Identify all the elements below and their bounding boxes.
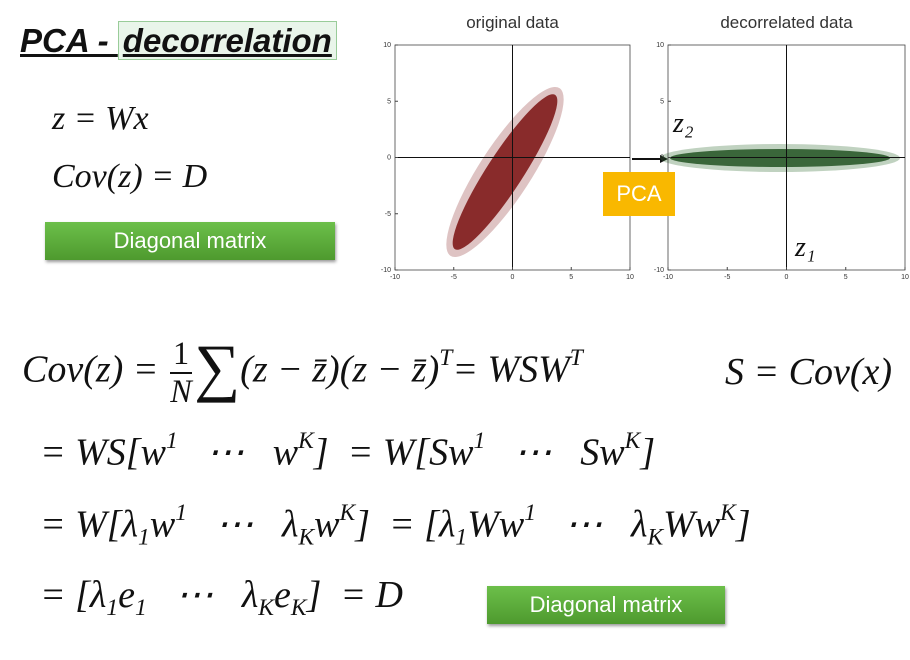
math-sup: T: [439, 344, 453, 371]
x-tick-label: -5: [724, 274, 730, 281]
point-cloud: [446, 86, 564, 258]
badge: Diagonal matrix: [487, 586, 725, 624]
equation: S = Cov(x): [725, 351, 893, 393]
y-tick-label: -10: [381, 267, 391, 274]
arrow-head: [660, 155, 668, 163]
math-text: ⋯ λ: [535, 503, 648, 546]
math-sup: 1: [165, 428, 178, 454]
math-sup: 1: [473, 428, 486, 454]
point-cloud: [452, 94, 558, 250]
math-text: ] = [λ: [355, 503, 456, 546]
math-sup: K: [624, 428, 641, 454]
y-tick-label: 10: [383, 42, 391, 49]
math-text: w: [314, 503, 340, 546]
math-text: ⋯ λ: [186, 503, 299, 546]
math-sup: K: [339, 500, 356, 526]
math-sub: 1: [138, 524, 150, 551]
equation: = WS[w1 ⋯ wK] = W[Sw1 ⋯ SwK]: [40, 428, 655, 474]
math-text: ]: [735, 503, 751, 546]
y-tick-label: 10: [656, 42, 664, 49]
y-tick-label: 0: [660, 155, 664, 162]
math-text: = [λ: [40, 574, 107, 616]
equation: Cov(z) = 1 N ∑(z − z̄)(z − z̄)T= WSWT: [22, 330, 583, 409]
math-sub: K: [258, 595, 275, 622]
plots: original data -10 -5 0 5 10 10 5 0 -5 -10 decorrela…: [381, 13, 909, 281]
equation: Cov(z) = D: [52, 158, 208, 195]
title-highlight: decorrelation: [117, 21, 337, 60]
x-tick-label: 0: [785, 274, 789, 281]
equation: = [λ1e1 ⋯ λKeK] = D: [40, 572, 403, 622]
math-text: (z − z̄)(z − z̄): [240, 348, 440, 391]
axis-name: z₂: [673, 108, 694, 139]
y-tick-label: 5: [387, 98, 391, 105]
x-tick-label: -5: [451, 274, 457, 281]
math-text: e: [274, 574, 291, 616]
math-text: = W[λ: [40, 503, 139, 546]
badge: Diagonal matrix: [45, 222, 335, 260]
math-text: Ww: [663, 503, 721, 546]
y-tick-label: -10: [654, 267, 664, 274]
math-text: ] = D: [306, 574, 403, 616]
math-text: ] = W[Sw: [313, 431, 474, 474]
plot-title: decorrelated data: [720, 13, 853, 32]
math-text: e: [118, 574, 136, 616]
math-text: w: [149, 503, 176, 546]
title-prefix: PCA -: [20, 22, 118, 59]
plot-title: original data: [466, 13, 559, 32]
x-tick-label: -10: [390, 274, 400, 281]
math-text: ⋯ λ: [146, 574, 259, 616]
pca-box: PCA: [603, 172, 675, 216]
math-text: = WSW: [452, 348, 570, 391]
x-tick-label: 0: [511, 274, 515, 281]
x-tick-label: 10: [626, 274, 634, 281]
x-tick-label: 5: [844, 274, 848, 281]
math-sub: K: [647, 524, 664, 551]
math-text: ⋯ Sw: [485, 431, 625, 474]
y-tick-label: 5: [660, 98, 664, 105]
math-text: Ww: [467, 503, 525, 546]
y-tick-label: -5: [385, 211, 391, 218]
numerator: 1: [169, 335, 193, 374]
axis-name: z₁: [795, 232, 816, 263]
math-sub: 1: [106, 595, 119, 622]
x-tick-label: -10: [663, 274, 673, 281]
y-tick-label: 0: [387, 155, 391, 162]
denominator: N: [170, 372, 192, 409]
equation: z = Wx: [52, 100, 149, 137]
math-sup: 1: [524, 500, 536, 526]
slide-title: PCA - decorrelation: [20, 21, 337, 60]
math-sup: 1: [175, 500, 187, 526]
math-sup: T: [569, 344, 583, 371]
math-text: ]: [640, 431, 656, 474]
equation: = W[λ1w1 ⋯ λKwK] = [λ1Ww1 ⋯ λKWwK]: [40, 500, 751, 552]
math-text: = WS[w: [40, 431, 166, 474]
math-sup: K: [720, 500, 736, 526]
math-text: ⋯ w: [177, 431, 299, 474]
math-text: Cov(z) =: [22, 348, 168, 391]
math-big: ∑: [194, 331, 241, 403]
math-sup: K: [298, 428, 314, 454]
math-sub: K: [298, 524, 315, 551]
x-tick-label: 10: [901, 274, 909, 281]
math-sub: 1: [135, 595, 147, 622]
math-sub: K: [290, 595, 307, 622]
x-tick-label: 5: [569, 274, 573, 281]
math-sub: 1: [455, 524, 468, 551]
